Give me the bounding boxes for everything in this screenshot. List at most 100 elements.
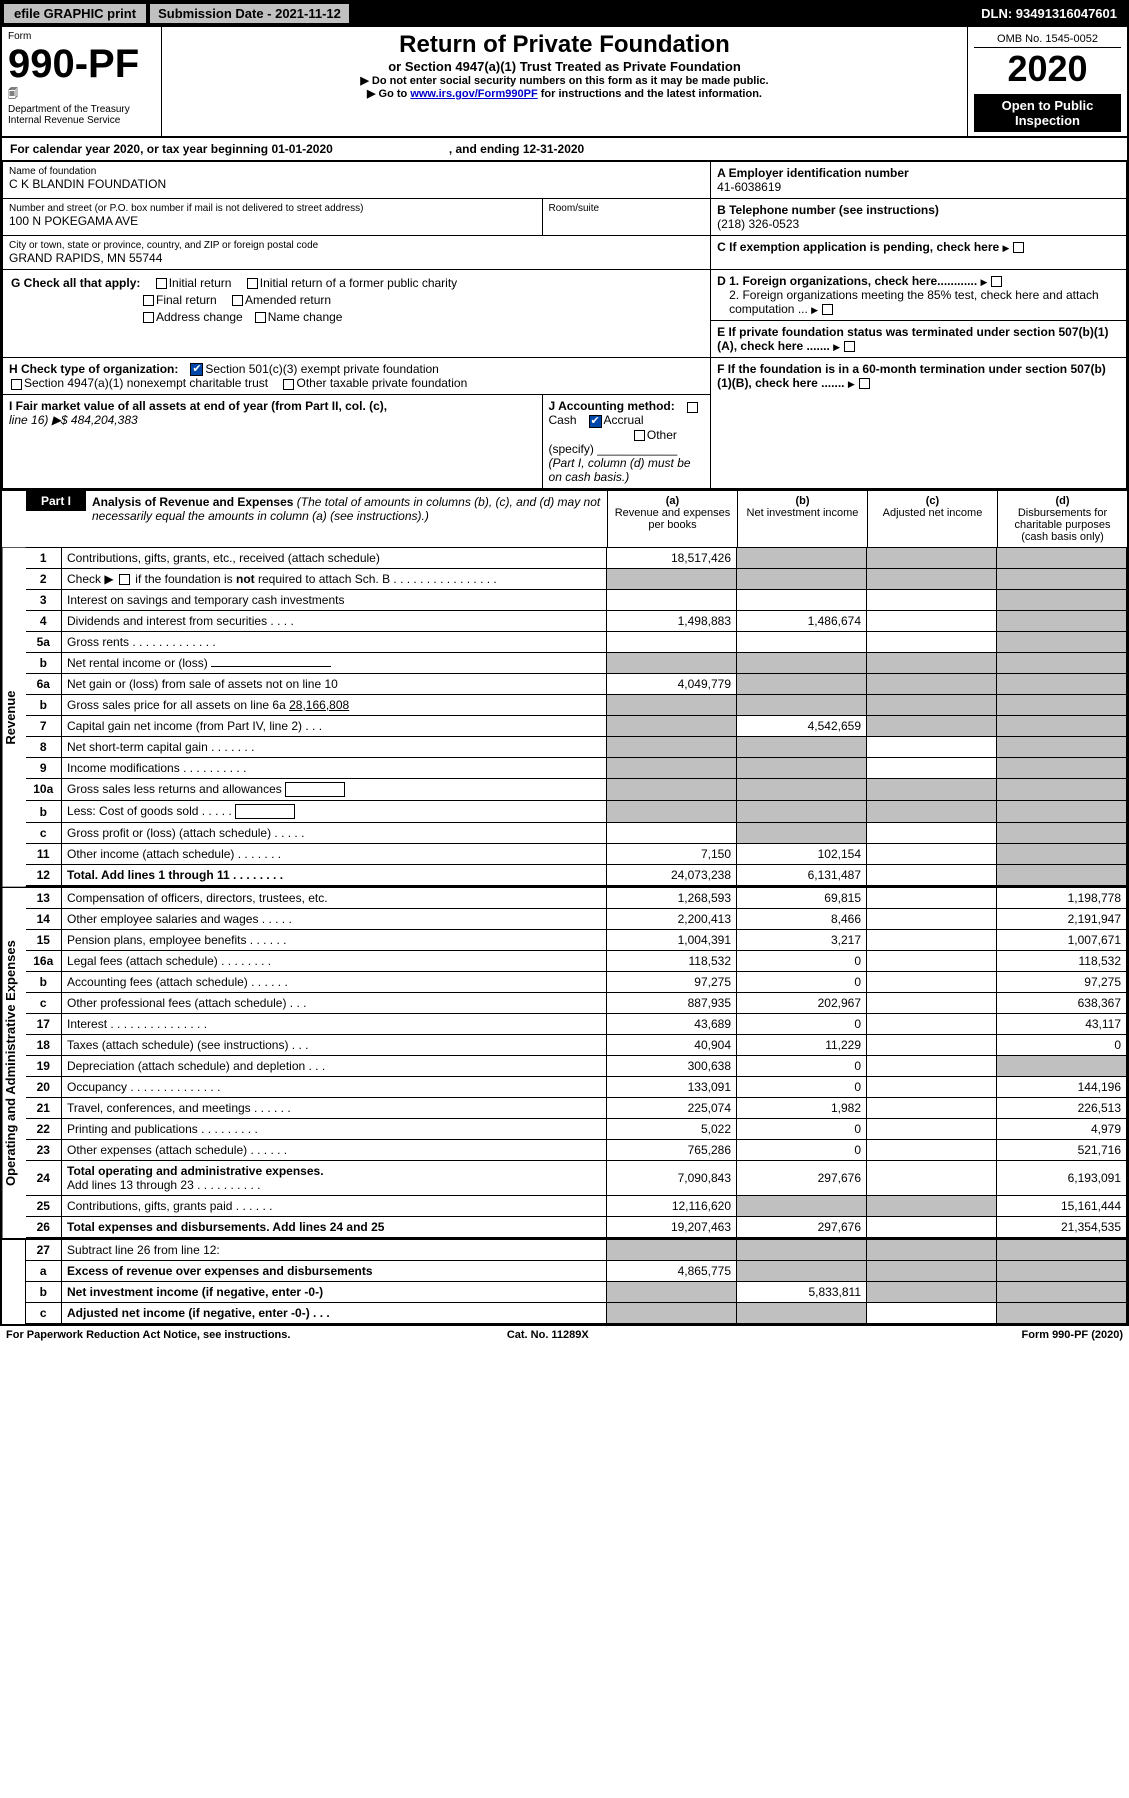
line-val-b: 297,676 (737, 1217, 867, 1238)
foundation-name: C K BLANDIN FOUNDATION (9, 177, 704, 191)
instr-ssn: ▶ Do not enter social security numbers o… (168, 74, 961, 87)
d2-checkbox[interactable] (822, 304, 833, 315)
line-val-a: 1,268,593 (607, 888, 737, 909)
line-desc: Check ▶ if the foundation is not require… (62, 568, 607, 589)
g5-checkbox[interactable] (143, 312, 154, 323)
e-checkbox[interactable] (844, 341, 855, 352)
dept-treasury: Department of the Treasury (8, 104, 155, 115)
phone-value: (218) 326-0523 (717, 217, 1120, 231)
e-label: E If private foundation status was termi… (717, 325, 1108, 353)
line-desc: Interest . . . . . . . . . . . . . . . (62, 1014, 607, 1035)
col-a-header: (a)Revenue and expenses per books (607, 491, 737, 547)
line-val-d: 638,367 (997, 993, 1127, 1014)
line-desc: Gross sales less returns and allowances (62, 778, 607, 800)
line-val-a: 18,517,426 (607, 548, 737, 569)
line-num: 14 (26, 909, 62, 930)
expenses-sidelabel: Operating and Administrative Expenses (2, 888, 26, 1238)
i-value: line 16) ▶$ 484,204,383 (9, 413, 138, 427)
line-desc: Other expenses (attach schedule) . . . .… (62, 1140, 607, 1161)
top-bar: efile GRAPHIC print Submission Date - 20… (2, 2, 1127, 27)
g4-label: Amended return (245, 293, 331, 307)
line-desc: Net short-term capital gain . . . . . . … (62, 736, 607, 757)
line-val-b: 102,154 (737, 844, 867, 865)
line-val-b: 297,676 (737, 1161, 867, 1196)
line-val-a: 887,935 (607, 993, 737, 1014)
h2-checkbox[interactable] (11, 379, 22, 390)
j-other-label: Other (specify) (549, 428, 677, 456)
line-num: 23 (26, 1140, 62, 1161)
line-val-a: 4,049,779 (607, 673, 737, 694)
line-val-b: 5,833,811 (737, 1282, 867, 1303)
line-desc: Pension plans, employee benefits . . . .… (62, 930, 607, 951)
form-header: Form 990-PF 🗐 Department of the Treasury… (2, 27, 1127, 138)
line-desc: Taxes (attach schedule) (see instruction… (62, 1035, 607, 1056)
line-val-a: 765,286 (607, 1140, 737, 1161)
line-num: 4 (26, 610, 62, 631)
line-desc: Capital gain net income (from Part IV, l… (62, 715, 607, 736)
expenses-section: Operating and Administrative Expenses 13… (2, 886, 1127, 1238)
line-num: c (26, 823, 62, 844)
line-desc: Travel, conferences, and meetings . . . … (62, 1098, 607, 1119)
f-checkbox[interactable] (859, 378, 870, 389)
line-desc: Total expenses and disbursements. Add li… (62, 1217, 607, 1238)
h2-label: Section 4947(a)(1) nonexempt charitable … (24, 376, 268, 390)
h1-checkbox-checked[interactable] (190, 363, 203, 376)
line-val-a: 1,004,391 (607, 930, 737, 951)
line-desc: Gross rents . . . . . . . . . . . . . (62, 631, 607, 652)
j-other-checkbox[interactable] (634, 430, 645, 441)
line-6b-value: 28,166,808 (289, 698, 349, 712)
efile-print-button[interactable]: efile GRAPHIC print (4, 4, 146, 23)
line-val-a: 118,532 (607, 951, 737, 972)
line-val-d: 15,161,444 (997, 1196, 1127, 1217)
line-val-a: 2,200,413 (607, 909, 737, 930)
line-val-d: 43,117 (997, 1014, 1127, 1035)
line-val-a: 1,498,883 (607, 610, 737, 631)
open-inspection: Open to Public Inspection (974, 94, 1121, 132)
line-num: c (26, 1303, 62, 1324)
city-value: GRAND RAPIDS, MN 55744 (9, 251, 704, 265)
g3-checkbox[interactable] (143, 295, 154, 306)
line-num: 27 (26, 1240, 62, 1261)
line-val-d: 521,716 (997, 1140, 1127, 1161)
line-desc: Legal fees (attach schedule) . . . . . .… (62, 951, 607, 972)
line-num: b (26, 652, 62, 673)
line-desc: Other employee salaries and wages . . . … (62, 909, 607, 930)
line-val-a: 43,689 (607, 1014, 737, 1035)
c-checkbox[interactable] (1013, 242, 1024, 253)
dln: DLN: 93491316047601 (971, 4, 1127, 23)
line-val-b: 0 (737, 972, 867, 993)
line-val-a: 12,116,620 (607, 1196, 737, 1217)
expenses-table: 13Compensation of officers, directors, t… (26, 888, 1127, 1238)
g1-checkbox[interactable] (156, 278, 167, 289)
g2-checkbox[interactable] (247, 278, 258, 289)
ein-label: A Employer identification number (717, 166, 1120, 180)
irs-link[interactable]: www.irs.gov/Form990PF (410, 88, 537, 100)
line-val-b: 6,131,487 (737, 865, 867, 886)
j-accrual-checkbox-checked[interactable] (589, 415, 602, 428)
line-val-b: 202,967 (737, 993, 867, 1014)
line-val-b: 69,815 (737, 888, 867, 909)
form-label: Form (8, 31, 155, 42)
line-num: 10a (26, 778, 62, 800)
j-cash-checkbox[interactable] (687, 402, 698, 413)
col-d-header: (d)Disbursements for charitable purposes… (997, 491, 1127, 547)
line-num: 24 (26, 1161, 62, 1196)
line-val-d: 2,191,947 (997, 909, 1127, 930)
line-desc: Contributions, gifts, grants, etc., rece… (62, 548, 607, 569)
g4-checkbox[interactable] (232, 295, 243, 306)
line-val-b: 3,217 (737, 930, 867, 951)
submission-date: Submission Date - 2021-11-12 (150, 4, 349, 23)
j-note: (Part I, column (d) must be on cash basi… (549, 456, 691, 484)
schb-checkbox[interactable] (119, 574, 130, 585)
g6-checkbox[interactable] (255, 312, 266, 323)
g2-label: Initial return of a former public charit… (260, 276, 457, 290)
ein-value: 41-6038619 (717, 180, 1120, 194)
g5-label: Address change (156, 310, 243, 324)
line-val-d: 6,193,091 (997, 1161, 1127, 1196)
d1-checkbox[interactable] (991, 276, 1002, 287)
col-c-header: (c)Adjusted net income (867, 491, 997, 547)
h3-checkbox[interactable] (283, 379, 294, 390)
line-val-a: 225,074 (607, 1098, 737, 1119)
line-val-d: 4,979 (997, 1119, 1127, 1140)
line-desc: Other professional fees (attach schedule… (62, 993, 607, 1014)
